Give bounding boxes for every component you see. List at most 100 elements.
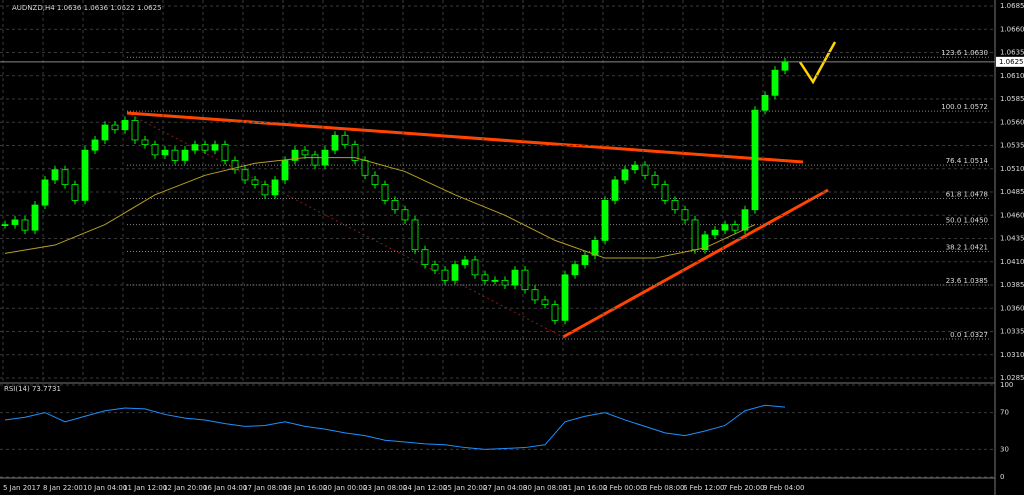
y-tick-label: 1.0435 bbox=[1000, 235, 1024, 243]
candle-body bbox=[131, 120, 139, 141]
candle-body bbox=[521, 269, 529, 291]
candle-body bbox=[211, 144, 219, 151]
y-tick-label: 1.0385 bbox=[1000, 281, 1024, 289]
candle-body bbox=[271, 179, 279, 196]
candle-body bbox=[191, 144, 199, 151]
candle-body bbox=[451, 264, 459, 281]
candle-body bbox=[341, 134, 349, 146]
candle-body bbox=[261, 184, 269, 196]
candle-body bbox=[231, 160, 239, 171]
x-tick-label: 7 Feb 20:00 bbox=[723, 484, 764, 492]
x-tick-label: 27 Jan 04:00 bbox=[483, 484, 527, 492]
candle-body bbox=[561, 274, 569, 321]
candle-body bbox=[601, 200, 609, 241]
candle-body bbox=[181, 149, 189, 161]
candle-body bbox=[281, 160, 289, 181]
y-tick-label: 1.0310 bbox=[1000, 351, 1024, 359]
candle-body bbox=[471, 259, 479, 276]
trend-line bbox=[126, 111, 804, 164]
y-tick-label: 1.0510 bbox=[1000, 165, 1024, 173]
candle-body bbox=[641, 164, 649, 176]
candle-body bbox=[651, 174, 659, 185]
candle-body bbox=[721, 224, 729, 231]
candle-body bbox=[221, 144, 229, 161]
candle-body bbox=[141, 139, 149, 146]
candle-body bbox=[441, 269, 449, 281]
candle-body bbox=[381, 184, 389, 201]
candle-body bbox=[61, 169, 69, 185]
x-tick-label: 17 Jan 08:00 bbox=[243, 484, 287, 492]
candle-body bbox=[291, 149, 299, 161]
candle-body bbox=[31, 204, 39, 231]
candle-body bbox=[111, 124, 119, 131]
candle-body bbox=[51, 169, 59, 181]
candle-body bbox=[581, 254, 589, 265]
candle-body bbox=[491, 279, 499, 282]
x-tick-label: 18 Jan 16:00 bbox=[283, 484, 327, 492]
x-tick-label: 5 Jan 2017 bbox=[3, 484, 41, 492]
x-tick-label: 30 Jan 08:00 bbox=[523, 484, 567, 492]
candle-body bbox=[761, 94, 769, 111]
candle-body bbox=[711, 229, 719, 236]
x-tick-label: 24 Jan 12:00 bbox=[403, 484, 447, 492]
candle-body bbox=[781, 61, 789, 71]
fib-label: 23.6 1.0385 bbox=[946, 277, 988, 285]
x-tick-label: 9 Feb 04:00 bbox=[763, 484, 804, 492]
trend-line bbox=[562, 188, 829, 339]
candle-body bbox=[741, 209, 749, 231]
rsi-tick-label: 30 bbox=[1000, 445, 1009, 453]
candle-body bbox=[41, 179, 49, 206]
candle-body bbox=[621, 169, 629, 181]
fib-label: 76.4 1.0514 bbox=[946, 157, 989, 165]
fib-label: 123.6 1.0630 bbox=[941, 49, 988, 57]
candle-body bbox=[751, 109, 759, 211]
candle-body bbox=[411, 219, 419, 251]
candle-body bbox=[591, 239, 599, 256]
candle-body bbox=[371, 174, 379, 185]
rsi-line bbox=[4, 404, 786, 450]
candle-body bbox=[631, 164, 639, 171]
candle-body bbox=[251, 179, 259, 185]
fib-label: 38.2 1.0421 bbox=[946, 244, 988, 252]
x-tick-label: 6 Feb 12:00 bbox=[683, 484, 724, 492]
candle-body bbox=[701, 234, 709, 251]
fib-label: 0.0 1.0327 bbox=[950, 331, 988, 339]
projection bbox=[798, 41, 837, 85]
y-tick-label: 1.0535 bbox=[1000, 142, 1024, 150]
y-tick-label: 1.0360 bbox=[1000, 304, 1024, 312]
candle-body bbox=[731, 224, 739, 231]
x-tick-label: 2 Feb 00:00 bbox=[603, 484, 644, 492]
candle-body bbox=[421, 249, 429, 265]
candle-body bbox=[201, 144, 209, 151]
x-tick-label: 3 Feb 08:00 bbox=[643, 484, 684, 492]
candle-body bbox=[121, 120, 129, 131]
rsi-tick-label: 0 bbox=[1000, 473, 1004, 481]
y-tick-label: 1.0485 bbox=[1000, 188, 1024, 196]
y-tick-label: 1.0610 bbox=[1000, 72, 1024, 80]
candle-body bbox=[71, 184, 79, 201]
candle-body bbox=[81, 149, 89, 201]
candle-body bbox=[151, 144, 159, 156]
x-tick-label: 20 Jan 00:00 bbox=[323, 484, 367, 492]
fib-label: 100.0 1.0572 bbox=[941, 103, 988, 111]
candle-body bbox=[241, 169, 249, 181]
candle-body bbox=[161, 149, 169, 156]
y-tick-label: 1.0660 bbox=[1000, 25, 1024, 33]
candle-body bbox=[91, 139, 99, 151]
candle-body bbox=[431, 264, 439, 271]
candle-body bbox=[691, 219, 699, 251]
candle-body bbox=[171, 149, 179, 161]
candle-body bbox=[1, 224, 9, 226]
x-tick-label: 16 Jan 04:00 bbox=[203, 484, 247, 492]
candle-body bbox=[481, 274, 489, 281]
y-tick-label: 1.0460 bbox=[1000, 211, 1024, 219]
candle-body bbox=[301, 149, 309, 156]
candle-body bbox=[21, 219, 29, 231]
candle-body bbox=[101, 124, 109, 141]
candle-body bbox=[671, 200, 679, 211]
y-tick-label: 1.0560 bbox=[1000, 118, 1024, 126]
rsi-tick-label: 100 bbox=[1000, 381, 1013, 389]
x-tick-label: 8 Jan 22:00 bbox=[43, 484, 83, 492]
fib-label: 61.8 1.0478 bbox=[946, 191, 988, 199]
